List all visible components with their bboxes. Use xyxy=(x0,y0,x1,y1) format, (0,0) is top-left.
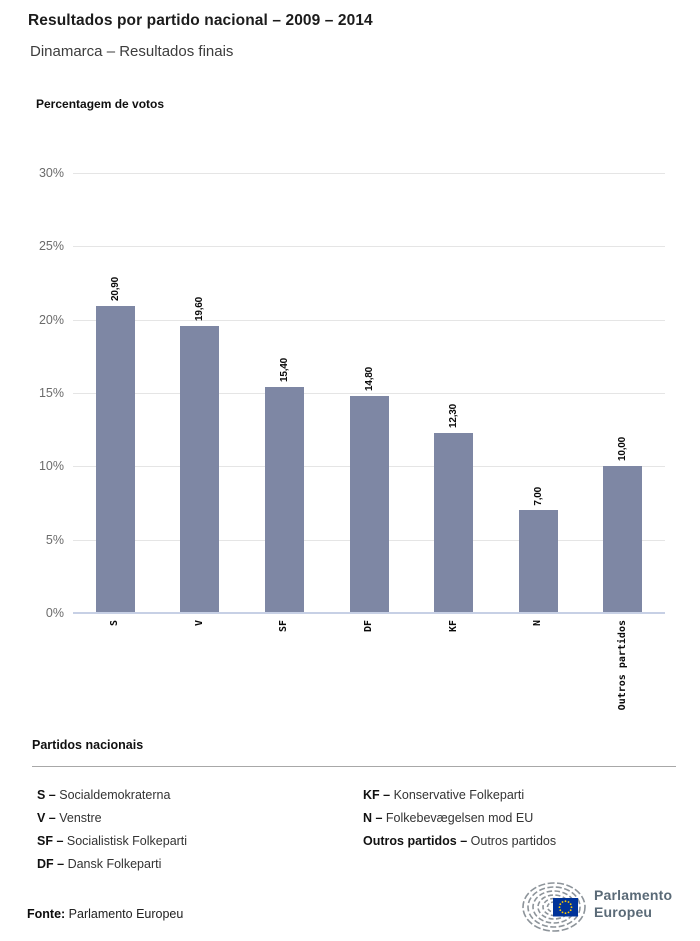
legend-item: N – Folkebevægelsen mod EU xyxy=(363,809,683,832)
hemicycle-icon xyxy=(522,882,586,932)
logo-line1: Parlamento xyxy=(594,887,673,903)
legend-party-name: Outros partidos xyxy=(467,834,557,848)
page-subtitle: Dinamarca – Resultados finais xyxy=(30,43,234,60)
bar-SF xyxy=(264,387,304,613)
legend-item: SF – Socialistisk Folkeparti xyxy=(37,832,357,855)
plot-area: 20,90 S 19,60 V 15,40 SF 14,80 DF 12,30 KF 7,00 N 10… xyxy=(73,173,665,710)
bar-value-label: 14,80 xyxy=(363,366,375,391)
gridline xyxy=(73,393,665,394)
chart-title: Percentagem de votos xyxy=(36,97,165,111)
x-axis-line xyxy=(73,612,665,614)
y-tick-label: 25% xyxy=(38,239,64,254)
legend-heading: Partidos nacionais xyxy=(32,738,144,752)
bar-value-label: 20,90 xyxy=(109,277,121,302)
bar-V xyxy=(180,325,220,613)
x-tick-label: SF xyxy=(278,620,290,633)
legend-party-name: Socialdemokraterna xyxy=(55,788,171,802)
legend-abbr: N – xyxy=(363,811,383,825)
gridline xyxy=(73,319,665,321)
bar-KF xyxy=(434,432,474,613)
legend-abbr: V – xyxy=(37,811,56,825)
bar-chart: 0% 5% 10% 15% 20% 25% 30% 20,90 S 19,60 V 15,40 SF 1… xyxy=(0,166,700,718)
x-tick-label: S xyxy=(109,620,121,627)
bar-value-label: 15,40 xyxy=(278,358,290,383)
bar-N xyxy=(518,510,558,613)
page-title: Resultados por partido nacional – 2009 –… xyxy=(28,12,373,29)
gridline xyxy=(73,246,665,248)
y-tick-label: 10% xyxy=(38,459,64,474)
x-tick-label: Outros partidos xyxy=(616,620,628,711)
bar-S xyxy=(95,306,135,613)
legend-abbr: Outros partidos – xyxy=(363,834,468,848)
european-parliament-logo: Parlamento Europeu xyxy=(520,879,690,935)
legend-item: Outros partidos – Outros partidos xyxy=(363,832,683,855)
bar-value-label: 19,60 xyxy=(194,296,206,321)
legend-column-left: S – Socialdemokraterna V – Venstre SF – So… xyxy=(37,786,357,878)
logo-text: Parlamento Europeu xyxy=(594,887,672,921)
legend-party-name: Folkebevægelsen mod EU xyxy=(382,811,534,825)
gridline xyxy=(73,173,665,174)
legend-party-name: Venstre xyxy=(55,811,102,825)
legend-item: KF – Konservative Folkeparti xyxy=(363,786,683,809)
bar-value-label: 12,30 xyxy=(448,403,460,428)
legend-abbr: SF – xyxy=(37,834,64,848)
bar-value-label: 7,00 xyxy=(532,486,544,506)
y-tick-label: 30% xyxy=(38,166,64,180)
legend-item: S – Socialdemokraterna xyxy=(37,786,357,809)
bar-DF xyxy=(349,395,389,613)
legend-party-name: Socialistisk Folkeparti xyxy=(63,834,188,848)
legend-item: DF – Dansk Folkeparti xyxy=(37,855,357,878)
y-tick-label: 20% xyxy=(38,312,64,327)
source-label: Fonte: xyxy=(27,907,66,921)
bar-value-label: 10,00 xyxy=(617,437,629,462)
legend-abbr: DF – xyxy=(37,857,65,871)
legend-party-name: Konservative Folkeparti xyxy=(390,788,525,802)
eu-flag-icon xyxy=(553,898,578,917)
y-tick-label: 5% xyxy=(45,532,64,547)
legend-abbr: S – xyxy=(37,788,56,802)
source-value: Parlamento Europeu xyxy=(68,907,184,921)
legend-party-name: Dansk Folkeparti xyxy=(64,857,162,871)
legend-divider xyxy=(32,766,676,767)
bar-Outros partidos xyxy=(603,466,643,613)
legend-item: V – Venstre xyxy=(37,809,357,832)
x-tick-label: DF xyxy=(363,620,374,633)
source-note: Fonte: Parlamento Europeu xyxy=(27,907,183,921)
legend-abbr: KF – xyxy=(363,788,391,802)
y-tick-label: 0% xyxy=(45,606,64,620)
y-tick-label: 15% xyxy=(38,386,64,400)
x-tick-label: V xyxy=(193,620,205,627)
logo-line2: Europeu xyxy=(594,904,653,920)
legend-column-right: KF – Konservative Folkeparti N – Folkebev… xyxy=(363,786,683,855)
x-tick-label: KF xyxy=(447,620,459,633)
x-tick-label: N xyxy=(532,620,544,627)
